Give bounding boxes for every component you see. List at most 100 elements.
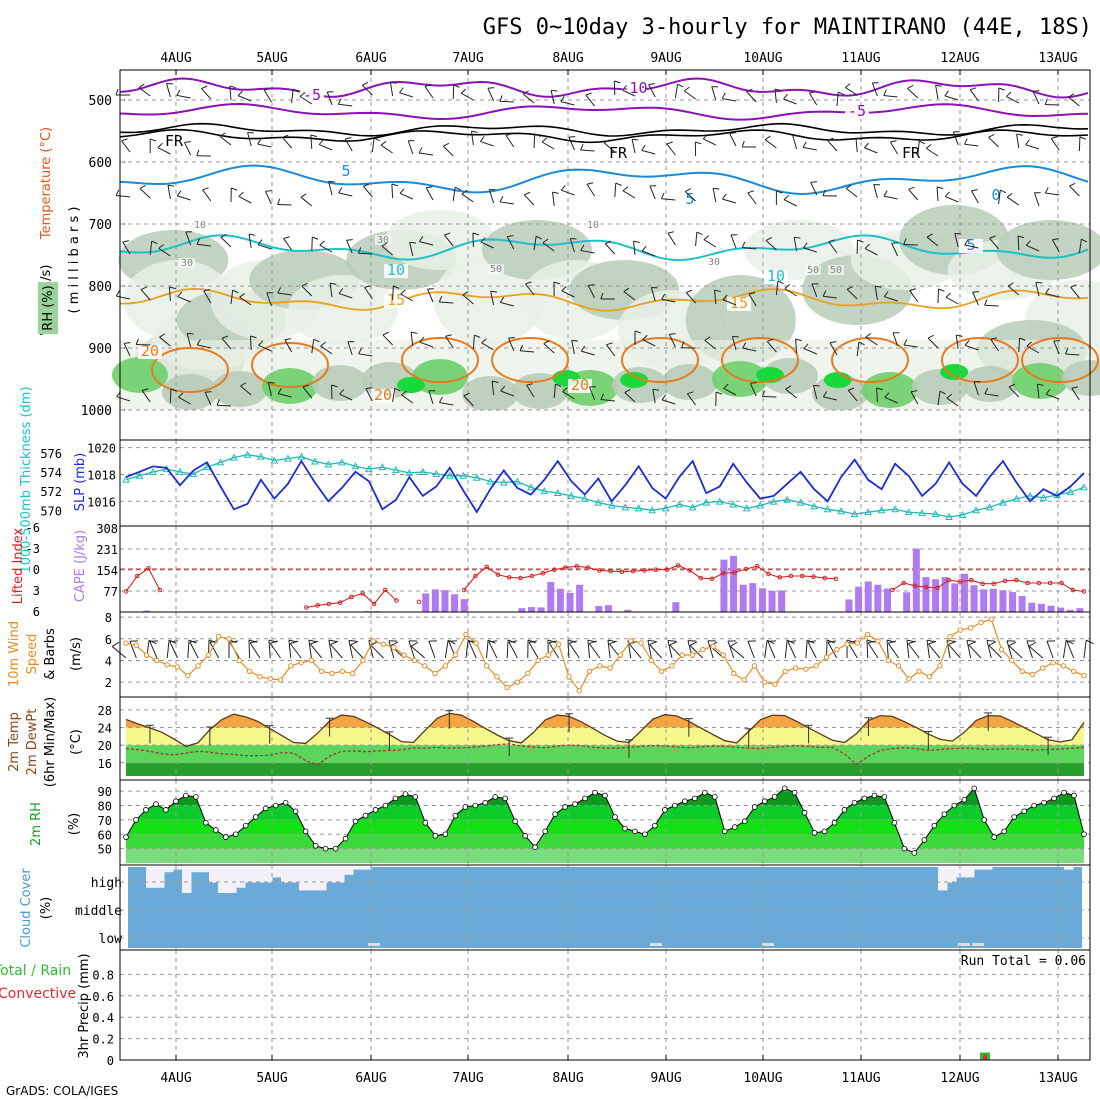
upper-wind-barb-feather xyxy=(237,90,243,97)
upper-wind-barb xyxy=(326,91,333,106)
upper-wind-barb-feather xyxy=(641,144,646,151)
wind-speed-point xyxy=(360,657,366,664)
upper-wind-barb xyxy=(828,241,838,254)
upper-wind-barb xyxy=(712,188,717,203)
surface-wind-barb-feather xyxy=(766,639,775,645)
upper-wind-barb xyxy=(419,152,434,156)
upper-wind-barb xyxy=(704,339,717,350)
slp-thickness-label: 1000-500mb Thickness (dm) xyxy=(19,386,34,573)
rh-point xyxy=(262,805,269,812)
cape-li-panel: -6 -3 0 3 6 308 231 154 77 xyxy=(26,521,1091,619)
upper-wind-barb-feather xyxy=(328,180,335,183)
wind-speed-point xyxy=(710,643,716,650)
li-line xyxy=(125,567,161,592)
rh-point xyxy=(821,828,828,835)
surface-wind-barb xyxy=(747,641,755,659)
upper-wind-barb xyxy=(505,135,515,148)
rh-shade-max xyxy=(397,377,425,393)
surface-wind-barb xyxy=(1028,645,1044,659)
wind-speed-point xyxy=(648,657,655,664)
contour-label-bg xyxy=(845,105,869,119)
cloud-high-bar xyxy=(173,867,183,870)
upper-wind-barb-feather xyxy=(784,284,791,289)
surface-wind-barb xyxy=(926,640,930,659)
surface-wind-barb-feather xyxy=(827,640,837,643)
cape-bar xyxy=(960,573,968,612)
rh-point xyxy=(222,834,229,840)
cloud-high-bar xyxy=(191,867,201,873)
upper-wind-barb xyxy=(989,237,999,250)
upper-wind-barb-feather xyxy=(984,388,989,395)
upper-wind-barb-feather xyxy=(864,142,869,149)
surface-wind-barb xyxy=(350,644,364,659)
upper-wind-barb xyxy=(541,141,555,150)
wind-speed-point xyxy=(236,657,243,664)
upper-wind-barb xyxy=(240,385,252,396)
rh-point xyxy=(1041,799,1047,806)
upper-wind-barb-feather xyxy=(390,81,397,84)
upper-wind-barb-feather xyxy=(139,185,146,189)
upper-wind-barb xyxy=(1070,286,1080,299)
upper-wind-barb xyxy=(668,334,676,348)
rh-point xyxy=(612,814,618,820)
upper-wind-barb-feather xyxy=(196,238,201,245)
upper-wind-barb xyxy=(247,132,252,147)
upper-wind-barb-feather xyxy=(490,290,498,293)
upper-wind-barb xyxy=(569,238,575,253)
rh-point xyxy=(991,834,997,840)
cape-bar xyxy=(912,548,920,612)
surface-wind-barb xyxy=(764,640,768,659)
rh-point xyxy=(921,837,928,843)
upper-wind-barb xyxy=(945,296,959,305)
rh-point xyxy=(372,807,379,813)
temp-band xyxy=(126,713,1084,728)
thickness-point xyxy=(904,508,913,516)
upper-wind-barb-feather xyxy=(1064,348,1069,355)
upper-wind-barb-feather xyxy=(338,288,344,294)
upper-wind-barb xyxy=(358,252,373,255)
rh-point xyxy=(442,831,449,838)
surface-wind-barb xyxy=(1062,640,1067,659)
upper-wind-barb xyxy=(864,147,878,154)
contour-fr-a xyxy=(119,122,1089,137)
upper-wind-barb-feather xyxy=(864,243,870,249)
upper-wind-barb-feather xyxy=(257,138,262,145)
upper-wind-barb xyxy=(874,286,878,301)
surface-wind-barb xyxy=(310,643,323,659)
upper-wind-barb-feather xyxy=(883,291,889,297)
upper-wind-barb xyxy=(855,138,858,153)
rh-shade-low xyxy=(412,359,468,395)
contour-20 xyxy=(721,337,799,383)
upper-wind-barb xyxy=(487,88,495,102)
upper-wind-barb xyxy=(561,290,575,298)
wind-speed-point xyxy=(906,676,912,682)
cloud-high-bar xyxy=(209,867,219,883)
surface-wind-barb xyxy=(548,642,560,659)
rh-point xyxy=(682,798,688,805)
thickness-point xyxy=(999,498,1007,506)
upper-wind-barb-feather xyxy=(925,144,932,149)
thickness-point xyxy=(675,500,684,508)
date-labels-bottom: 4AUG 5AUG 6AUG 7AUG 8AUG 9AUG 10AUG 11AUG 12AUG 1… xyxy=(160,1071,1077,1086)
surface-wind-barb-feather xyxy=(649,640,658,646)
upper-wind-barb-feather xyxy=(480,237,486,243)
upper-wind-barb xyxy=(622,190,636,199)
upper-wind-barb xyxy=(533,133,536,149)
upper-wind-barb xyxy=(266,292,272,307)
slp-ytick: 1018 xyxy=(87,468,116,482)
wind-speed-point xyxy=(803,666,809,672)
rh-point xyxy=(203,819,209,826)
upper-wind-barb-feather xyxy=(178,392,184,398)
upper-wind-barb xyxy=(365,388,373,402)
upper-wind-barb xyxy=(836,92,839,107)
wind-speed-point xyxy=(226,636,232,642)
upper-wind-barb-feather xyxy=(560,184,566,191)
date-label-bottom: 9AUG xyxy=(650,1071,681,1086)
wind-speed-point xyxy=(185,672,191,679)
upper-wind-barb xyxy=(666,143,676,156)
surface-wind-barb xyxy=(288,640,292,659)
upper-wind-barb-feather xyxy=(971,189,978,192)
cape-bar xyxy=(451,594,459,612)
upper-wind-barb xyxy=(399,92,413,98)
surface-wind-barb xyxy=(1006,640,1013,659)
